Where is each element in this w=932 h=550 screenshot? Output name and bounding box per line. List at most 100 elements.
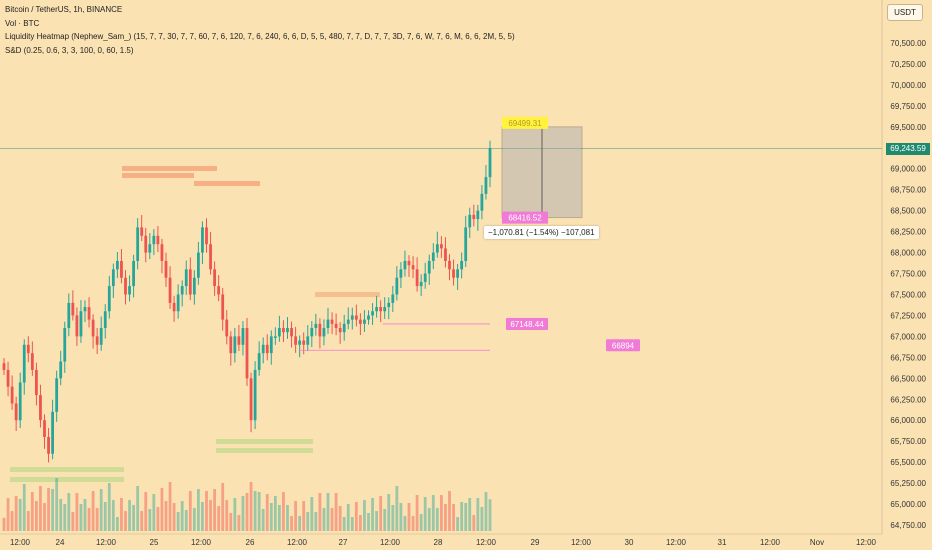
candle-body (261, 344, 265, 354)
volume-bar (43, 503, 46, 531)
level-tag-label: 67148.44 (510, 320, 544, 329)
volume-bar (39, 486, 42, 531)
levels: 67148.44 66894 (0, 148, 882, 352)
candle-body (395, 277, 399, 295)
candle-body (120, 260, 123, 278)
candle-body (6, 369, 10, 387)
candle-body (290, 328, 293, 337)
level-tag-label: 66894 (612, 341, 635, 350)
volume-bar (87, 508, 91, 531)
volume-bar (237, 515, 241, 531)
volume-bar (132, 505, 135, 531)
volume-bar (298, 516, 302, 531)
candle-body (249, 378, 253, 421)
candle-body (132, 260, 135, 287)
candle-body (326, 319, 330, 329)
volume-bar (326, 493, 330, 531)
candle-body (136, 227, 140, 261)
candle-body (245, 328, 249, 379)
y-tick-label: 65,500.00 (890, 458, 926, 467)
candle-body (63, 328, 67, 362)
volume-bar (294, 501, 297, 531)
liquidity-zone (122, 166, 217, 171)
y-tick-label: 68,500.00 (890, 207, 926, 216)
candle-body (359, 319, 362, 324)
candle-body (43, 420, 46, 437)
candle-body (180, 286, 184, 295)
volume-bar (120, 498, 123, 531)
volume-bar (440, 495, 443, 531)
volume-bar (261, 509, 265, 531)
candle-body (452, 269, 455, 278)
volume-bar (71, 512, 75, 531)
volume-bar (59, 499, 63, 531)
candles (2, 140, 492, 463)
volume-bar (180, 501, 184, 531)
volume-bar (197, 489, 200, 531)
volume-bar (448, 491, 451, 531)
candle-body (148, 244, 152, 253)
volume-bar (205, 491, 208, 531)
candle-body (83, 307, 87, 312)
y-tick-label: 68,000.00 (890, 249, 926, 258)
x-tick-label: 12:00 (191, 538, 212, 547)
volume-bar (456, 517, 459, 531)
volume-bar (245, 493, 249, 531)
candle-body (346, 319, 350, 324)
liquidity-zone (315, 292, 380, 297)
y-tick-label: 69,750.00 (890, 102, 926, 111)
volume-bar (209, 500, 212, 531)
volume-bar (2, 517, 6, 531)
candle-body (440, 244, 443, 249)
y-tick-label: 64,750.00 (890, 521, 926, 530)
x-tick-label: 27 (339, 538, 348, 547)
candle-body (322, 328, 326, 337)
volume-bar (144, 492, 148, 531)
candle-body (71, 302, 75, 316)
x-tick-label: 12:00 (856, 538, 877, 547)
volume-bar (221, 483, 225, 531)
candle-body (363, 319, 366, 324)
legend-sd: S&D (0.25, 0.6, 3, 3, 100, 0, 60, 1.5) (5, 45, 134, 55)
volume-bar (383, 509, 387, 531)
y-tick-label: 67,500.00 (890, 290, 926, 299)
candle-body (128, 286, 131, 295)
volume-bar (423, 497, 427, 531)
candle-body (205, 227, 208, 245)
candle-body (160, 244, 164, 261)
y-tick-label: 68,750.00 (890, 186, 926, 195)
candle-body (265, 344, 269, 354)
candle-body (55, 378, 59, 412)
candle-body (314, 323, 318, 329)
volume-bar (148, 509, 152, 531)
y-axis: 64,750.00 65,000.00 65,250.00 65,500.00 65,7… (881, 0, 932, 550)
volume-bar (95, 508, 99, 531)
unit-badge[interactable]: USDT (887, 4, 923, 21)
candle-body (484, 177, 488, 194)
volume-bar (310, 497, 314, 531)
candle-body (241, 328, 245, 345)
liquidity-zone (10, 477, 124, 482)
candle-body (209, 244, 212, 270)
y-tick-label: 69,000.00 (890, 165, 926, 174)
volume-bar (395, 486, 399, 531)
candle-body (103, 311, 107, 329)
x-axis: 12:00 24 12:00 25 12:00 26 12:00 27 12:00 28 12:00… (0, 533, 882, 547)
y-tick-label: 66,000.00 (890, 416, 926, 425)
candle-body (476, 210, 480, 220)
candle-body (229, 336, 233, 354)
volume-bar (286, 505, 289, 531)
volume-bar (63, 504, 67, 531)
volume-bar (306, 512, 310, 531)
candle-body (22, 344, 26, 383)
candle-body (472, 214, 476, 220)
candle-body (99, 328, 103, 345)
liquidity-zone (216, 439, 313, 444)
candle-body (213, 269, 216, 287)
volume-bar (415, 495, 419, 531)
x-tick-label: 30 (625, 538, 634, 547)
volume-bars (2, 478, 492, 531)
x-tick-label: 29 (531, 538, 540, 547)
volume-bar (444, 504, 447, 531)
